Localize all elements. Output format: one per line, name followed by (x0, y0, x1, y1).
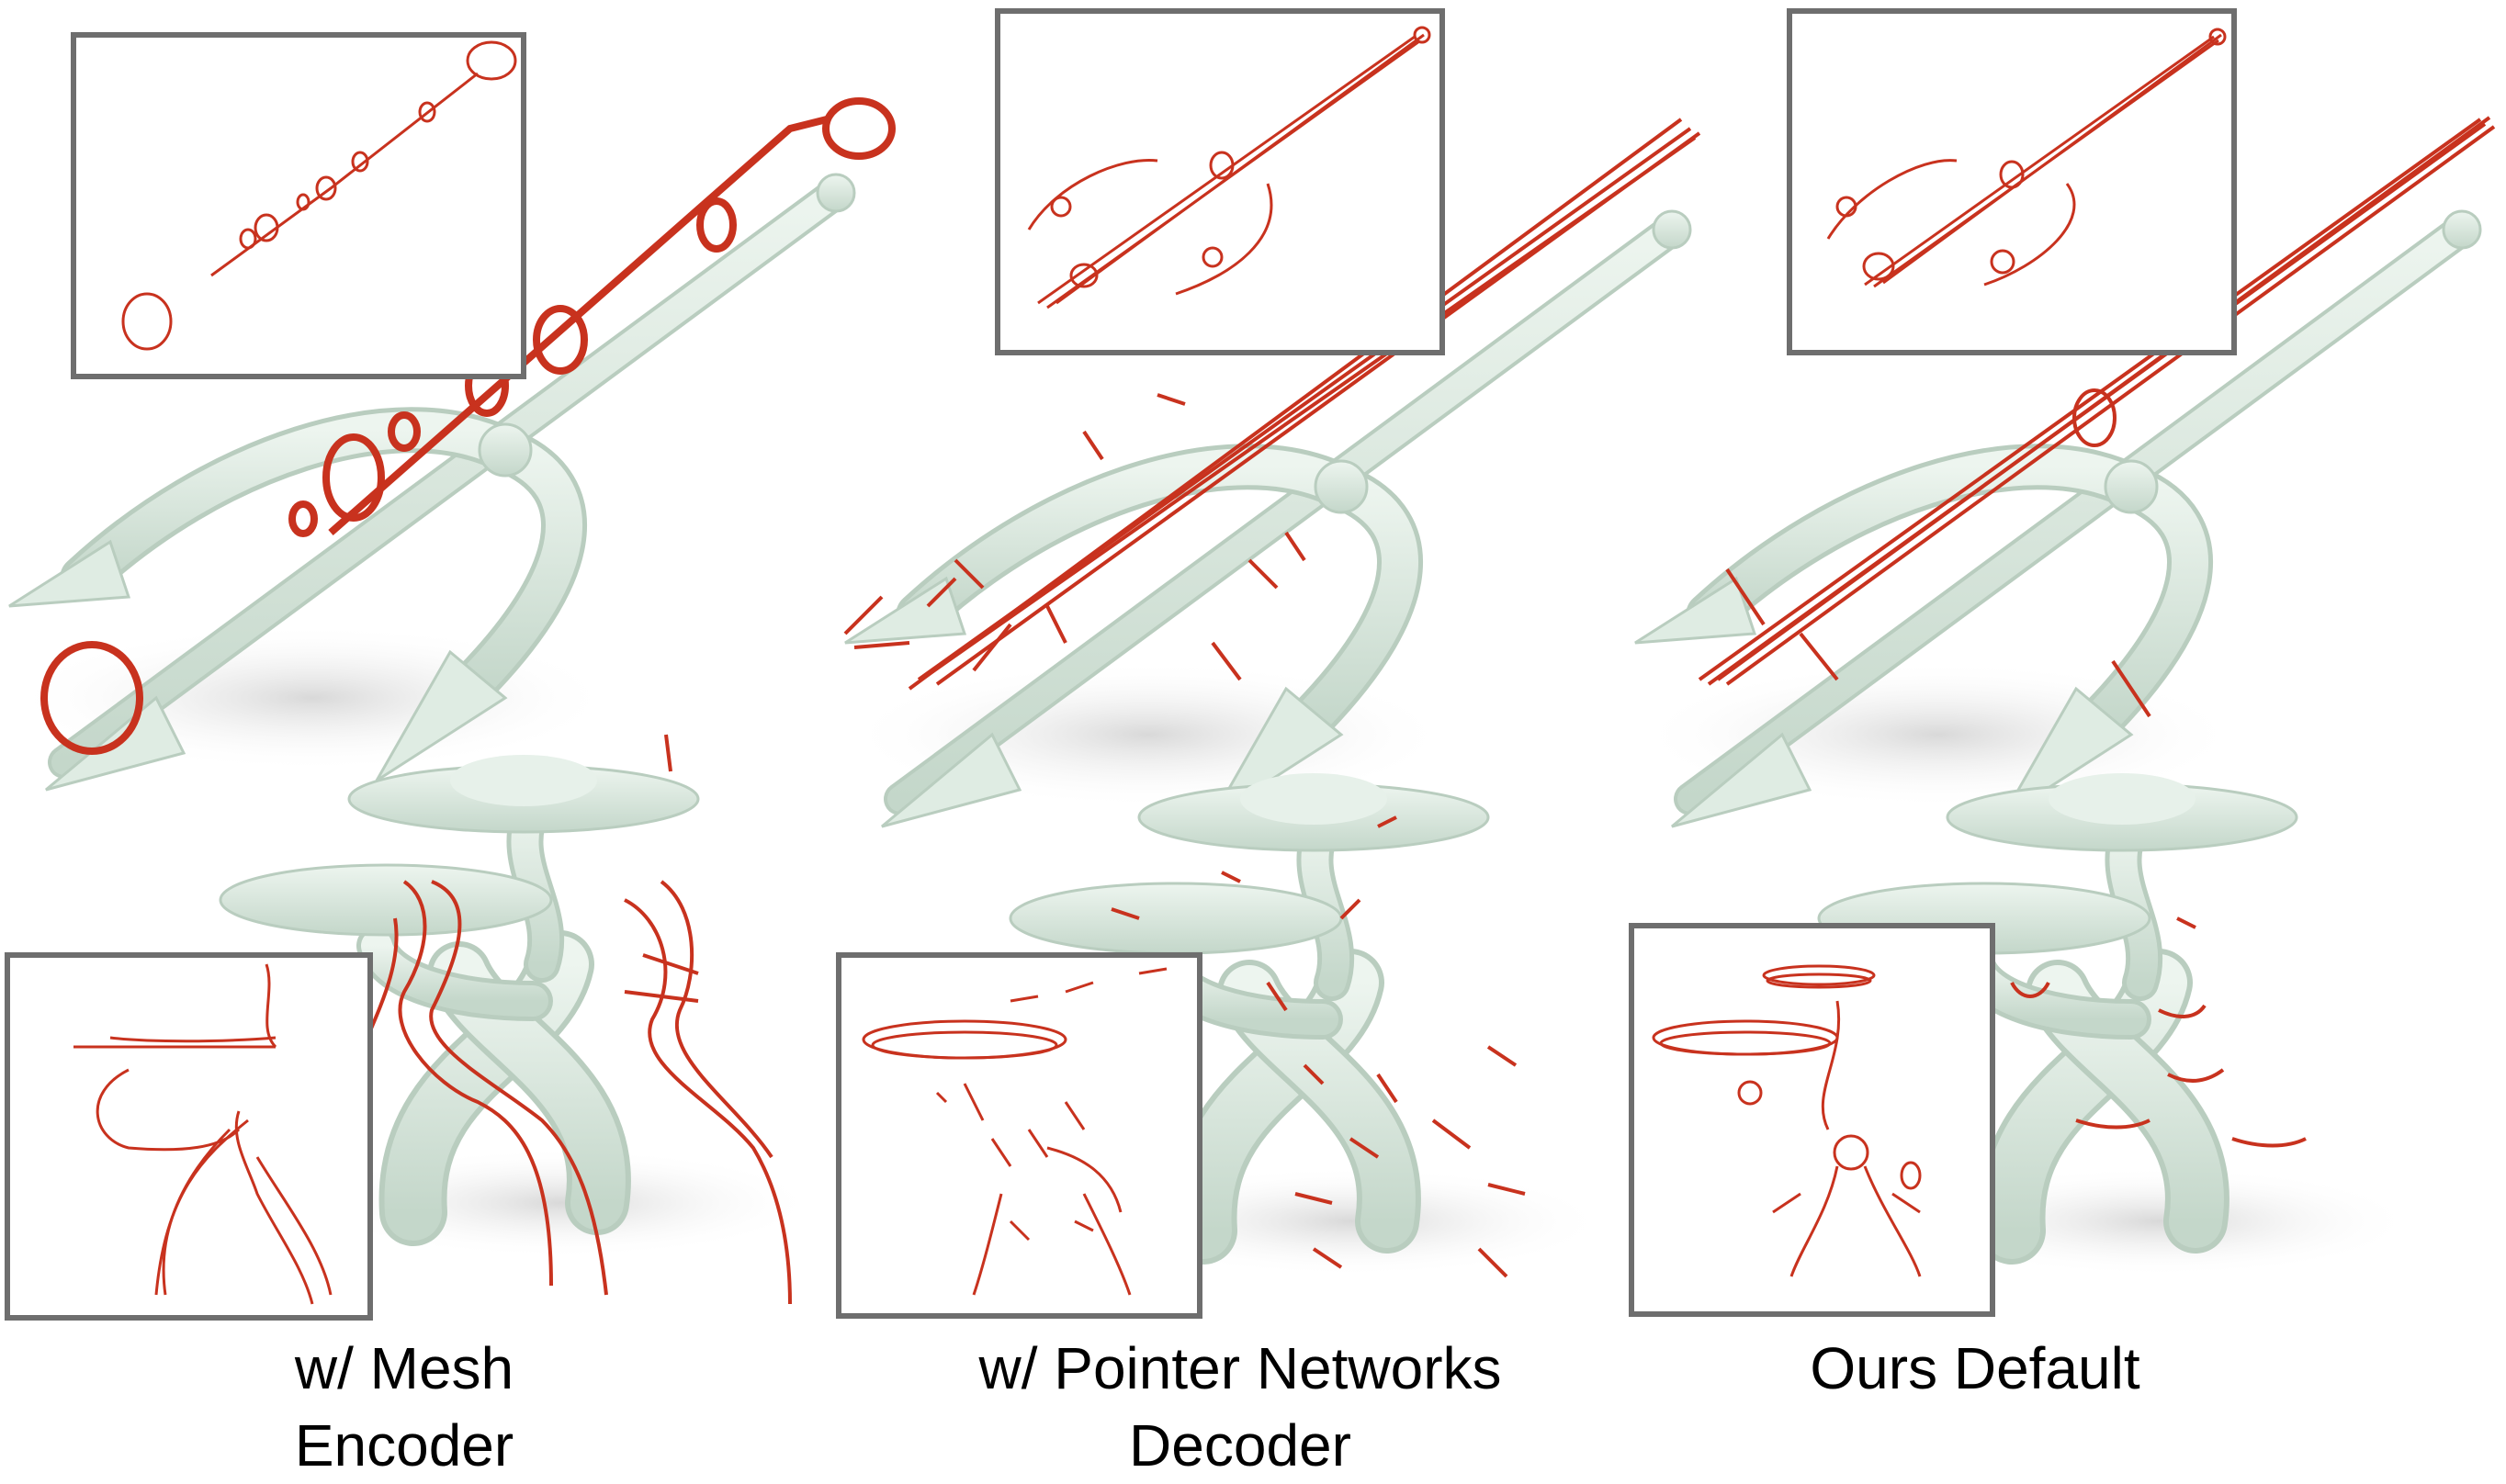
caption-line-1: Ours Default (1810, 1335, 2140, 1401)
caption-ours-default: Ours Default (1745, 1330, 2205, 1407)
creature-pointer-networks (1010, 773, 1608, 1276)
creature-inset-ours-default (1629, 923, 1995, 1317)
trident-inset-ours-default (1787, 8, 2237, 355)
trident-mesh-encoder (9, 97, 896, 790)
creature-mesh-encoder (220, 735, 818, 1305)
creature-inset-mesh-encoder (5, 952, 373, 1321)
trident-ours-default (1635, 116, 2494, 826)
caption-line-2: Decoder (1129, 1412, 1351, 1478)
caption-line-2: Encoder (294, 1412, 514, 1478)
trident-pointer-networks (845, 118, 1699, 826)
caption-line-1: w/ Mesh (294, 1335, 514, 1401)
caption-mesh-encoder: w/ Mesh Encoder (211, 1330, 597, 1484)
creature-inset-pointer-networks (836, 952, 1202, 1319)
creature-ours-default (1819, 773, 2416, 1276)
trident-inset-pointer-networks (995, 8, 1445, 355)
trident-inset-mesh-encoder (71, 32, 526, 379)
caption-line-1: w/ Pointer Networks (978, 1335, 1502, 1401)
caption-pointer-networks: w/ Pointer Networks Decoder (909, 1330, 1571, 1484)
